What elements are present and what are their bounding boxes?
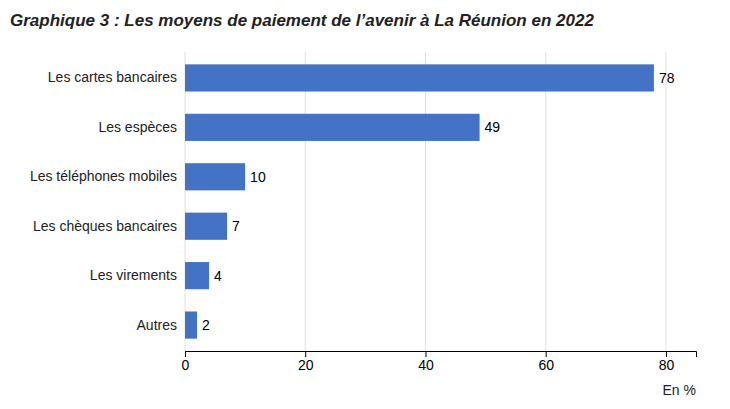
- tick: 80: [659, 351, 675, 373]
- tick: 0: [182, 351, 190, 373]
- tick-label: 40: [418, 357, 434, 373]
- tick: Autres: [137, 317, 177, 333]
- tick: 60: [538, 351, 554, 373]
- data-label: 7: [232, 218, 240, 234]
- data-label: 10: [250, 169, 266, 185]
- grid-line: [185, 52, 186, 351]
- grid-line: [425, 52, 426, 351]
- x-axis-label: En %: [663, 382, 696, 398]
- title: Graphique 3 : Les moyens de paiement de …: [10, 11, 594, 30]
- tick-label: Les chèques bancaires: [33, 218, 177, 234]
- tick-label: 60: [538, 357, 554, 373]
- bar: [185, 163, 245, 190]
- data-label: 78: [659, 70, 675, 86]
- bar: [185, 311, 197, 338]
- tick: Les chèques bancaires: [33, 218, 177, 234]
- tick: 20: [298, 351, 314, 373]
- tick: Les espèces: [98, 119, 177, 135]
- tick: Les cartes bancaires: [48, 69, 177, 85]
- data-label: 49: [485, 119, 501, 135]
- tick-label: Les cartes bancaires: [48, 69, 177, 85]
- tick: 40: [418, 351, 434, 373]
- tick-label: Les virements: [90, 267, 177, 283]
- chart: Graphique 3 : Les moyens de paiement de …: [0, 0, 730, 409]
- bars: [185, 64, 654, 338]
- tick-label: 80: [659, 357, 675, 373]
- grid-line: [665, 52, 666, 351]
- bar: [185, 114, 480, 141]
- bar: [185, 262, 209, 289]
- bar: [185, 64, 654, 91]
- tick-label: 0: [182, 357, 190, 373]
- data-label: 4: [214, 268, 222, 284]
- grid-line: [305, 52, 306, 351]
- grid: [185, 52, 666, 351]
- tick: Les virements: [90, 267, 177, 283]
- grid-line: [545, 52, 546, 351]
- tick: Les téléphones mobiles: [30, 168, 177, 184]
- data-label: 2: [202, 317, 210, 333]
- plot: 784910742020406080Les cartes bancairesLe…: [30, 52, 697, 373]
- bar: [185, 213, 227, 240]
- x-axis: 0 20 40 60 80: [182, 351, 697, 373]
- axis-line: [186, 352, 697, 358]
- y-axis: Les cartes bancaires Les espèces Les télép…: [30, 69, 177, 332]
- tick-label: Les téléphones mobiles: [30, 168, 177, 184]
- data-labels: 78 49 10 7 4 2: [202, 70, 675, 333]
- tick-label: Les espèces: [98, 119, 177, 135]
- tick-label: 20: [298, 357, 314, 373]
- tick-label: Autres: [137, 317, 177, 333]
